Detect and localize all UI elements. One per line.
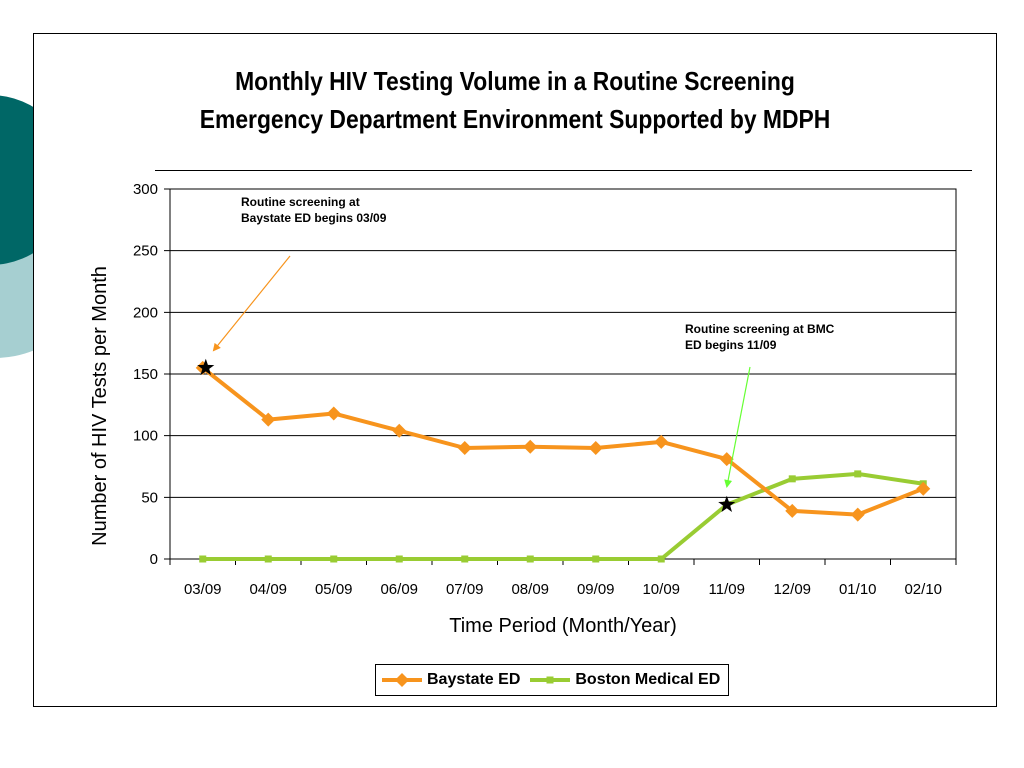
data-point bbox=[523, 439, 538, 454]
data-point bbox=[588, 441, 603, 455]
y-tick-label: 300 bbox=[133, 181, 158, 198]
y-axis-tick-labels: 0 50 100 150 200 250 300 bbox=[133, 181, 158, 568]
legend-swatch-baystate bbox=[382, 673, 422, 687]
annotation-1: Routine screening at BMC ED begins 11/09 bbox=[685, 322, 835, 512]
title-underline bbox=[155, 170, 972, 171]
x-tick-label: 01/10 bbox=[839, 581, 877, 598]
x-tick-label: 07/09 bbox=[446, 581, 484, 598]
annotation-arrow bbox=[212, 255, 291, 352]
x-tick-label: 04/09 bbox=[249, 581, 287, 598]
y-tick-label: 200 bbox=[133, 304, 158, 321]
data-point bbox=[657, 555, 665, 563]
annotation-0: Routine screening at Baystate ED begins 0… bbox=[197, 195, 387, 376]
legend-label-baystate: Baystate ED bbox=[427, 671, 521, 688]
data-point bbox=[395, 555, 403, 563]
annotations: Routine screening at Baystate ED begins 0… bbox=[197, 195, 835, 512]
star-icon bbox=[197, 358, 215, 376]
data-point bbox=[326, 406, 341, 421]
x-axis-title: Time Period (Month/Year) bbox=[449, 615, 677, 637]
data-point bbox=[392, 423, 407, 438]
data-point bbox=[854, 470, 862, 478]
series-layer bbox=[195, 360, 931, 563]
chart-title-line-1: Monthly HIV Testing Volume in a Routine … bbox=[235, 66, 795, 96]
x-tick-label: 09/09 bbox=[577, 581, 615, 598]
chart-frame bbox=[33, 33, 997, 707]
data-point bbox=[785, 503, 800, 518]
series-1 bbox=[199, 470, 927, 563]
data-point bbox=[788, 475, 796, 483]
data-point bbox=[261, 412, 276, 427]
y-tick-label: 100 bbox=[133, 428, 158, 445]
data-point bbox=[199, 555, 207, 563]
y-axis-title: Number of HIV Tests per Month bbox=[89, 266, 111, 546]
y-tick-label: 50 bbox=[141, 489, 158, 506]
x-tick-label: 11/09 bbox=[709, 581, 745, 598]
data-point bbox=[850, 507, 865, 522]
y-tick-label: 0 bbox=[150, 551, 158, 568]
series-line bbox=[202, 471, 924, 561]
data-point bbox=[264, 555, 272, 563]
x-tick-label: 08/09 bbox=[511, 581, 549, 598]
gridlines bbox=[164, 188, 956, 560]
data-point bbox=[457, 441, 472, 455]
x-tick-label: 03/09 bbox=[184, 581, 222, 598]
x-tick-label: 02/10 bbox=[904, 581, 942, 598]
y-tick-label: 150 bbox=[133, 366, 158, 383]
series-line bbox=[201, 366, 924, 517]
x-axis-tick-labels: 03/09 04/09 05/09 06/09 07/09 08/09 09/09 10/09… bbox=[184, 581, 942, 598]
data-point bbox=[461, 555, 469, 563]
x-tick-label: 12/09 bbox=[773, 581, 811, 598]
data-point bbox=[719, 452, 734, 467]
annotation-text: Baystate ED begins 03/09 bbox=[241, 211, 387, 225]
x-tick-label: 10/09 bbox=[642, 581, 680, 598]
annotation-text: ED begins 11/09 bbox=[685, 338, 777, 352]
annotation-text: Routine screening at bbox=[241, 195, 360, 209]
x-tick-label: 05/09 bbox=[315, 581, 353, 598]
x-tick-label: 06/09 bbox=[380, 581, 418, 598]
legend-item-boston: Boston Medical ED bbox=[530, 671, 720, 689]
annotation-text: Routine screening at BMC bbox=[685, 322, 835, 336]
legend-label-boston: Boston Medical ED bbox=[575, 671, 721, 688]
legend-item-baystate: Baystate ED bbox=[382, 671, 520, 689]
legend: Baystate ED Boston Medical ED bbox=[375, 664, 730, 696]
y-tick-label: 250 bbox=[133, 243, 158, 260]
legend-swatch-boston bbox=[530, 676, 571, 684]
data-point bbox=[330, 555, 338, 563]
star-icon bbox=[718, 495, 736, 512]
annotation-arrow bbox=[724, 366, 751, 488]
chart-title-line-2: Emergency Department Environment Support… bbox=[199, 104, 831, 134]
data-point bbox=[654, 434, 669, 449]
data-point bbox=[526, 555, 534, 563]
chart-title: Monthly HIV Testing Volume in a Routine … bbox=[91, 62, 939, 138]
data-point bbox=[916, 481, 931, 496]
data-point bbox=[592, 555, 600, 563]
